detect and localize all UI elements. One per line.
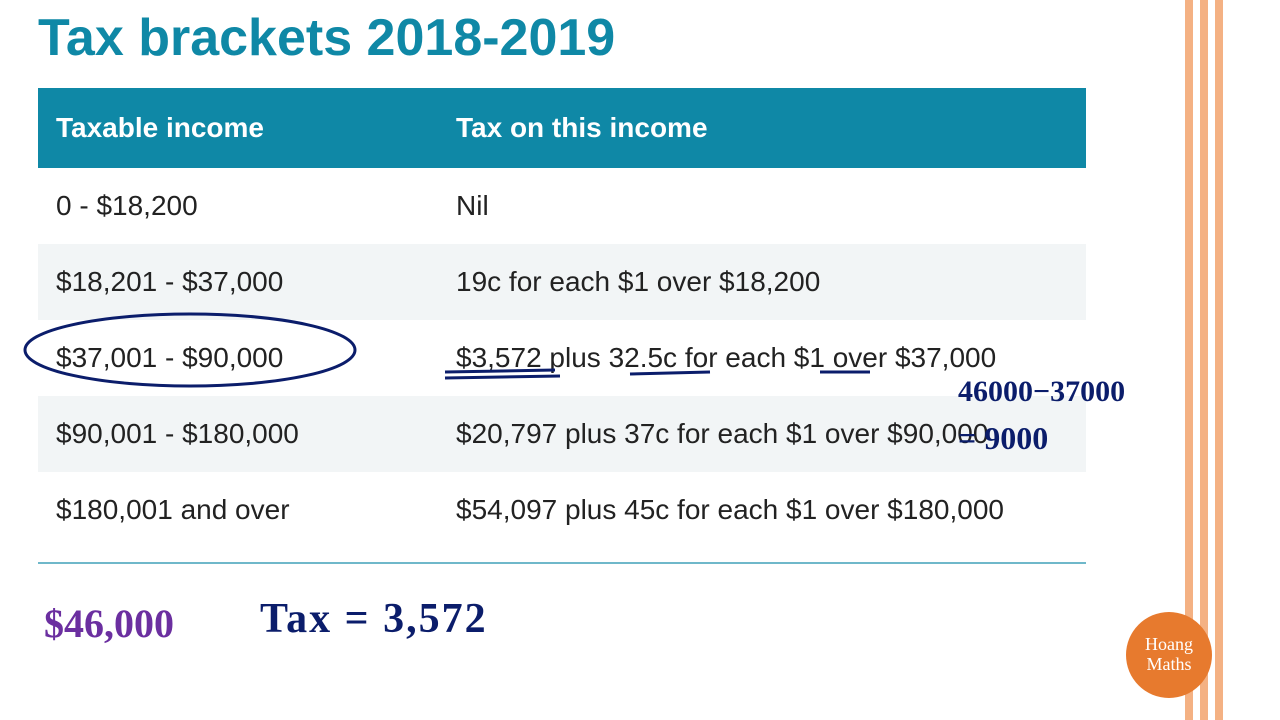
- handwritten-result: = 9000: [958, 420, 1048, 457]
- logo-line1: Hoang: [1145, 635, 1193, 655]
- table-header-row: Taxable income Tax on this income: [38, 88, 1086, 168]
- cell-income: $90,001 - $180,000: [38, 396, 438, 472]
- table-row: $180,001 and over $54,097 plus 45c for e…: [38, 472, 1086, 548]
- header-tax-on-income: Tax on this income: [438, 88, 1086, 168]
- decorative-stripe: [1200, 0, 1208, 720]
- logo-line2: Maths: [1147, 655, 1192, 675]
- table-row: 0 - $18,200 Nil: [38, 168, 1086, 244]
- cell-tax: 19c for each $1 over $18,200: [438, 244, 1086, 320]
- cell-income: $18,201 - $37,000: [38, 244, 438, 320]
- cell-income: $37,001 - $90,000: [38, 320, 438, 396]
- table-row: $90,001 - $180,000 $20,797 plus 37c for …: [38, 396, 1086, 472]
- decorative-stripe: [1185, 0, 1193, 720]
- handwritten-subtraction: 46000−37000: [958, 375, 1125, 409]
- decorative-stripe: [1215, 0, 1223, 720]
- table-row: $37,001 - $90,000 $3,572 plus 32.5c for …: [38, 320, 1086, 396]
- cell-tax: Nil: [438, 168, 1086, 244]
- page-title: Tax brackets 2018-2019: [38, 8, 615, 68]
- channel-logo: Hoang Maths: [1126, 612, 1212, 698]
- table-row: $18,201 - $37,000 19c for each $1 over $…: [38, 244, 1086, 320]
- example-income: $46,000: [44, 600, 174, 647]
- cell-income: $180,001 and over: [38, 472, 438, 548]
- cell-income: 0 - $18,200: [38, 168, 438, 244]
- tax-bracket-table: Taxable income Tax on this income 0 - $1…: [38, 88, 1086, 548]
- header-taxable-income: Taxable income: [38, 88, 438, 168]
- cell-tax: $54,097 plus 45c for each $1 over $180,0…: [438, 472, 1086, 548]
- handwritten-tax-equation: Tax = 3,572: [260, 595, 488, 643]
- table-bottom-rule: [38, 562, 1086, 564]
